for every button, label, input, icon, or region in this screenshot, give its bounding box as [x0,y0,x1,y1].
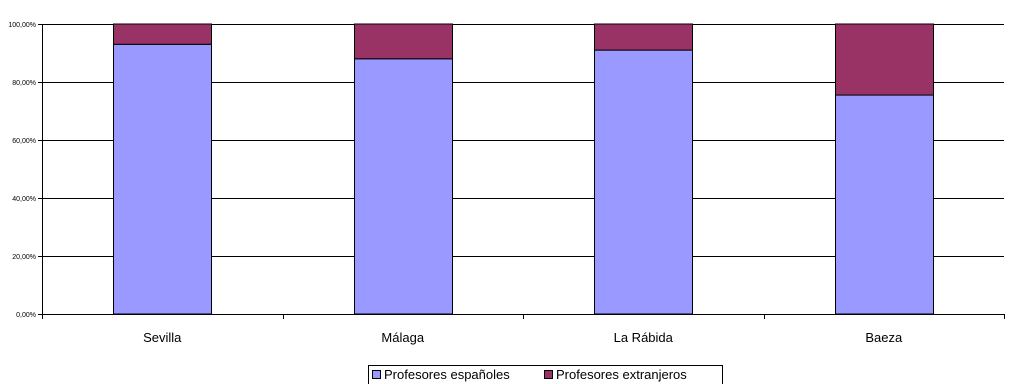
y-tick-label: 20,00% [12,254,36,261]
category-label: Sevilla [143,330,182,345]
category-label: Baeza [865,330,903,345]
bar-segment [354,58,453,315]
legend: Profesores españoles Profesores extranjer… [368,365,723,384]
category-label: Málaga [381,330,424,345]
y-tick-label: 80,00% [12,80,36,87]
bar-segment [594,23,693,51]
y-tick-label: 0,00% [16,312,36,319]
legend-label: Profesores extranjeros [556,367,687,382]
bar-segment [113,43,212,315]
legend-label: Profesores españoles [384,367,510,382]
y-tick-label: 100,00% [8,22,36,29]
category-labels: Sevilla Málaga La Rábida Baeza [143,330,903,345]
bar-segment [354,23,453,60]
y-tick-label: 40,00% [12,196,36,203]
legend-swatch [544,370,553,379]
y-tick-labels: 0,00% 20,00% 40,00% 60,00% 80,00% 100,00% [8,22,36,319]
category-label: La Rábida [614,330,674,345]
bar-segment [835,94,934,315]
y-tick-label: 60,00% [12,138,36,145]
bars [113,23,934,315]
axes [38,24,1005,319]
bar-segment [835,23,934,96]
bar-segment [594,49,693,315]
bar-segment [113,23,212,45]
legend-swatch [372,370,381,379]
